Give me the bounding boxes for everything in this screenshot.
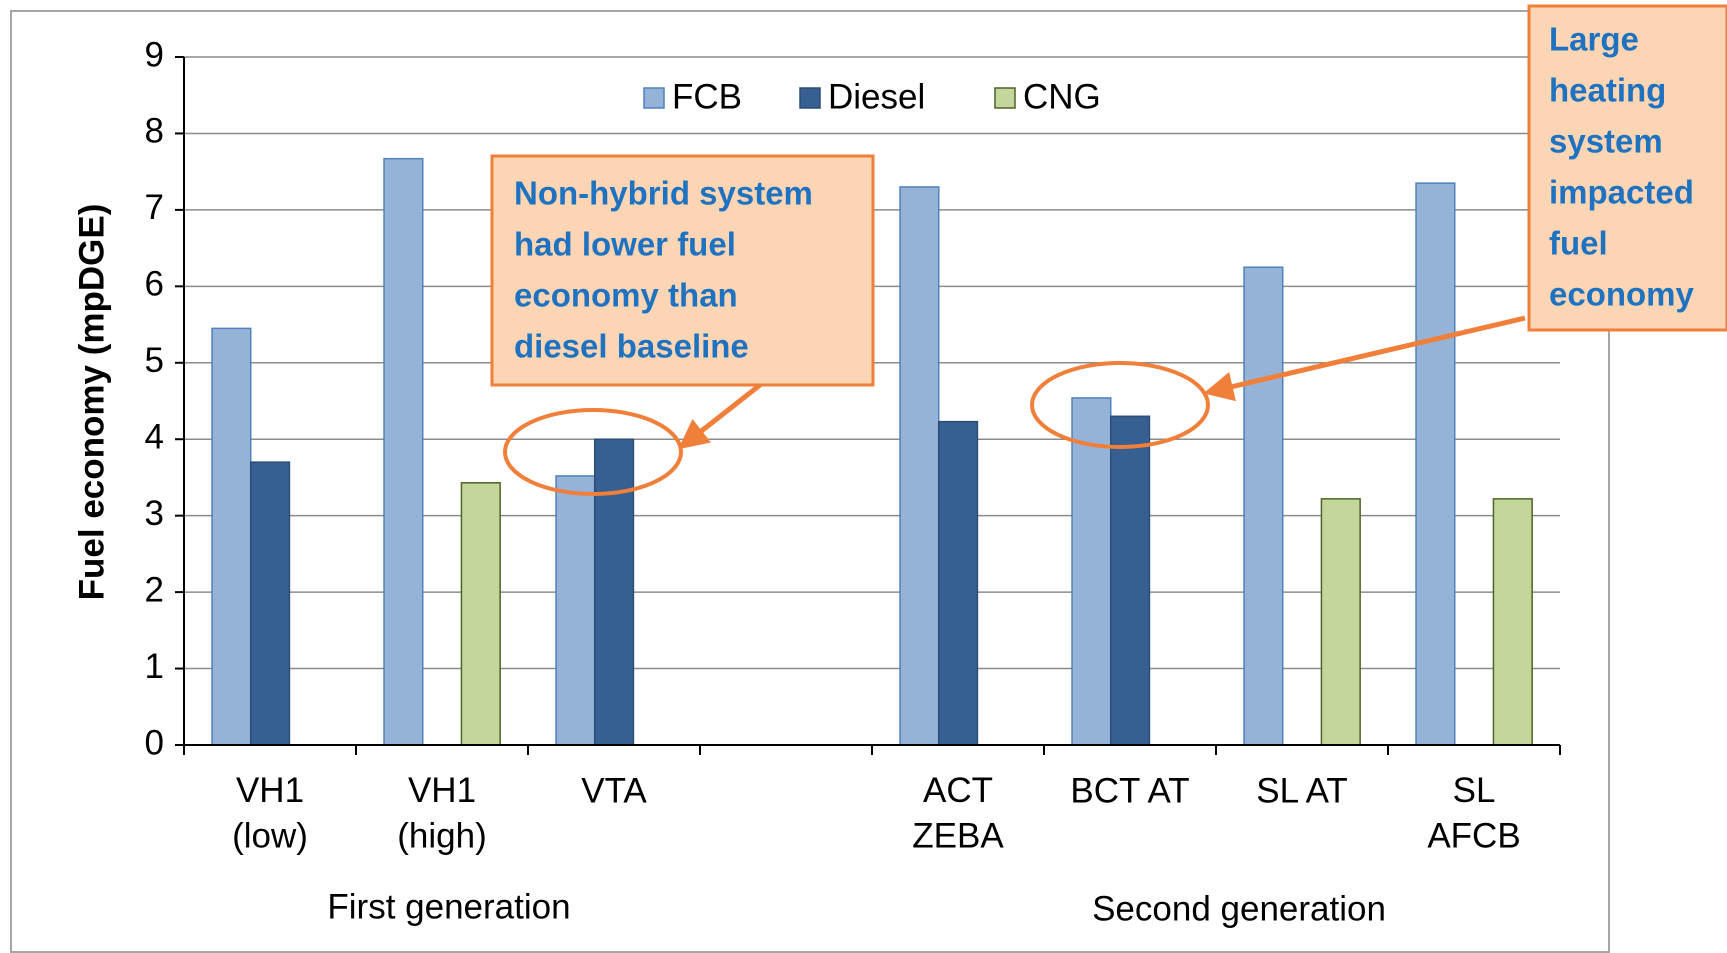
y-tick-label: 8 (145, 112, 164, 151)
y-tick-label: 4 (145, 417, 164, 456)
y-tick-label: 6 (145, 265, 164, 304)
callout-text: diesel baseline (514, 328, 749, 365)
y-tick-label: 3 (145, 494, 164, 533)
bar (249, 461, 291, 746)
legend-swatch (799, 87, 821, 109)
legend-swatch (643, 87, 665, 109)
bar (593, 438, 635, 746)
y-axis-label: Fuel economy (mpDGE) (72, 204, 111, 601)
bar (1320, 498, 1361, 746)
bar (555, 475, 596, 746)
callout-text: economy (1549, 276, 1695, 313)
x-tick-label: SL AT (1256, 771, 1347, 810)
bar (1071, 397, 1112, 746)
callout-text: had lower fuel (514, 226, 736, 263)
y-tick-label: 0 (145, 723, 164, 762)
x-tick-label: VH1 (high) (397, 771, 486, 856)
callout-arrow (678, 383, 762, 450)
highlight-ellipse (1030, 361, 1210, 449)
bar (1243, 266, 1284, 746)
x-tick-label: SL AFCB (1427, 771, 1520, 856)
y-tick-label: 5 (145, 341, 164, 380)
x-tick-label: VTA (581, 771, 647, 810)
legend-label: CNG (1023, 77, 1101, 116)
y-tick-label: 2 (145, 570, 164, 609)
group-label: First generation (327, 887, 570, 926)
legend-label: Diesel (828, 77, 925, 116)
callout-text: Non-hybrid system (514, 175, 813, 212)
x-tick-label: ACT ZEBA (912, 771, 1004, 856)
bar (460, 482, 501, 746)
y-tick-label: 1 (145, 647, 164, 686)
callout-text: impacted (1549, 174, 1694, 211)
y-tick-label: 9 (145, 35, 164, 74)
callout-text: system (1549, 123, 1663, 160)
callout-box (490, 154, 875, 387)
bar (899, 186, 940, 746)
bar (1109, 415, 1151, 746)
x-tick-label: BCT AT (1070, 771, 1189, 810)
bar (1415, 182, 1456, 746)
bar (1492, 498, 1533, 746)
chart-frame (10, 10, 1610, 953)
group-label: Second generation (1092, 889, 1386, 928)
bar (211, 327, 252, 746)
legend-label: FCB (672, 77, 742, 116)
callout-text: heating (1549, 72, 1666, 109)
callout-text: Large (1549, 21, 1639, 58)
bar (383, 157, 424, 746)
bar (937, 420, 979, 746)
callout-text: economy than (514, 277, 738, 314)
y-tick-label: 7 (145, 188, 164, 227)
callout-arrow (1203, 315, 1526, 402)
callout-box (1527, 4, 1727, 332)
x-tick-label: VH1 (low) (232, 771, 308, 856)
highlight-ellipse (503, 408, 683, 496)
legend-swatch (994, 87, 1016, 109)
callout-text: fuel (1549, 225, 1608, 262)
